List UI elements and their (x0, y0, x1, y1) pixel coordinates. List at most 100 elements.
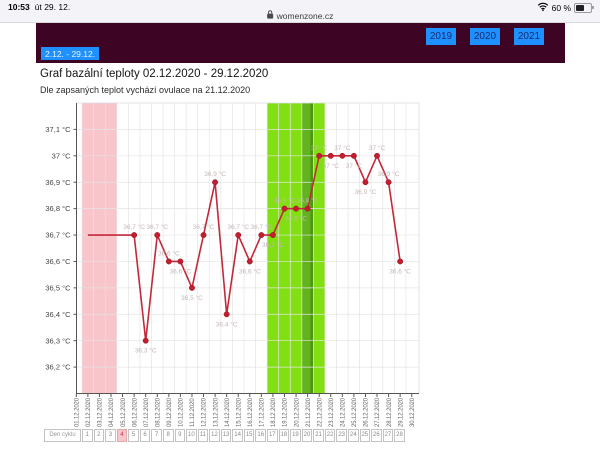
svg-text:13.12.2020: 13.12.2020 (213, 397, 219, 427)
svg-text:04.12.2020: 04.12.2020 (109, 397, 115, 427)
data-point (269, 232, 276, 238)
svg-text:10.12.2020: 10.12.2020 (179, 397, 185, 427)
year-buttons: 2019 2020 2021 (426, 28, 544, 45)
data-point (327, 152, 334, 159)
svg-text:36,6 °C: 36,6 °C (389, 267, 411, 275)
data-point (177, 258, 184, 265)
data-point (316, 152, 323, 159)
year-button-2021[interactable]: 2021 (514, 28, 544, 45)
year-button-2019[interactable]: 2019 (426, 28, 456, 45)
cycle-day-cell: 9 (174, 429, 186, 442)
svg-text:36,3 °C: 36,3 °C (135, 347, 157, 355)
cycle-day-cell: 12 (209, 429, 220, 442)
svg-text:36,6 °C: 36,6 °C (45, 257, 71, 266)
data-point (339, 152, 346, 159)
svg-text:37 °C: 37 °C (369, 144, 386, 152)
cycle-day-cell: 20 (301, 429, 313, 442)
svg-text:03.12.2020: 03.12.2020 (98, 397, 104, 427)
svg-text:20.12.2020: 20.12.2020 (294, 397, 300, 427)
svg-text:17.12.2020: 17.12.2020 (260, 397, 266, 427)
svg-text:09.12.2020: 09.12.2020 (167, 397, 173, 427)
svg-text:37 °C: 37 °C (323, 162, 340, 170)
band-fertile-window (267, 103, 325, 394)
status-right: 60 % (537, 2, 594, 13)
svg-text:37 °C: 37 °C (52, 151, 71, 160)
y-axis-labels: 37,1 °C 37 °C 36,9 °C 36,8 °C 36,7 °C 36,6 °C… (45, 125, 71, 372)
band-ovulation-edge (310, 103, 314, 394)
url-text: womenzone.cz (276, 10, 334, 21)
data-point (131, 232, 138, 238)
cycle-day-cell: 10 (186, 429, 197, 442)
data-point (362, 179, 369, 186)
data-point (165, 258, 172, 265)
svg-text:36,4 °C: 36,4 °C (216, 320, 238, 328)
svg-text:36,6 °C: 36,6 °C (158, 249, 180, 257)
svg-text:11.12.2020: 11.12.2020 (190, 398, 196, 427)
svg-text:36,7 °C: 36,7 °C (45, 231, 71, 240)
svg-text:22.12.2020: 22.12.2020 (317, 397, 323, 427)
svg-text:36,8 °C: 36,8 °C (285, 215, 307, 223)
data-point (246, 258, 253, 265)
data-point (142, 337, 149, 344)
svg-text:36,9 °C: 36,9 °C (378, 170, 400, 178)
data-point (304, 205, 311, 212)
svg-text:21.12.2020: 21.12.2020 (306, 397, 312, 427)
battery-percent: 60 % (551, 2, 571, 13)
data-point (235, 232, 242, 238)
svg-text:14.12.2020: 14.12.2020 (225, 397, 231, 427)
cycle-day-cell: 8 (162, 429, 174, 442)
year-button-2020[interactable]: 2020 (470, 28, 500, 45)
cycle-day-cell: 22 (324, 429, 336, 442)
status-left: 10:53 út 29. 12. (8, 2, 70, 12)
svg-text:19.12.2020: 19.12.2020 (283, 397, 289, 427)
cycle-day-cell: 19 (290, 429, 301, 442)
cycle-day-cell: 25 (359, 429, 371, 442)
svg-text:37 °C: 37 °C (346, 162, 363, 170)
cycle-day-cell: 18 (278, 429, 290, 442)
svg-text:25.12.2020: 25.12.2020 (352, 397, 358, 427)
svg-text:05.12.2020: 05.12.2020 (121, 397, 127, 427)
date-range-button[interactable]: 2.12. - 29.12. (41, 47, 100, 60)
svg-text:18.12.2020: 18.12.2020 (271, 397, 277, 427)
cycle-day-cell: 23 (336, 429, 347, 442)
svg-text:15.12.2020: 15.12.2020 (236, 397, 242, 427)
gridlines (76, 103, 419, 394)
bbt-chart: 37,1 °C 37 °C 36,9 °C 36,8 °C 36,7 °C 36,6 °C… (45, 102, 420, 427)
svg-text:36,4 °C: 36,4 °C (45, 310, 71, 319)
cycle-day-cell: 24 (347, 429, 359, 442)
svg-text:36,9 °C: 36,9 °C (204, 170, 226, 178)
svg-text:36,7 °C: 36,7 °C (123, 223, 145, 231)
svg-text:37,1 °C: 37,1 °C (45, 125, 71, 134)
cycle-day-cell: 7 (151, 429, 162, 442)
data-point (200, 232, 207, 238)
data-point (293, 205, 300, 212)
data-point (154, 232, 161, 238)
data-point (281, 205, 288, 212)
svg-text:36,8 °C: 36,8 °C (274, 197, 296, 205)
wifi-icon (537, 2, 549, 13)
svg-text:07.12.2020: 07.12.2020 (144, 397, 150, 427)
svg-text:36,6 °C: 36,6 °C (239, 267, 261, 275)
chart-title: Graf bazální teploty 02.12.2020 - 29.12.… (40, 68, 269, 80)
svg-text:36,9 °C: 36,9 °C (45, 178, 71, 187)
cycle-day-cell: 1 (82, 429, 93, 442)
address-bar[interactable]: womenzone.cz (267, 10, 334, 21)
cycle-day-cell: 21 (313, 429, 324, 442)
data-point (223, 311, 230, 318)
svg-text:36,8 °C: 36,8 °C (297, 197, 319, 205)
band-ovulation (301, 103, 314, 394)
cycle-day-cell: 15 (243, 429, 255, 442)
svg-text:36,7 °C: 36,7 °C (227, 223, 249, 231)
plot-border (76, 102, 420, 394)
svg-text:02.12.2020: 02.12.2020 (86, 397, 92, 427)
svg-text:01.12.2020: 01.12.2020 (75, 397, 81, 427)
cycle-day-row: Den cyklu 1 2 3 4 5 6 7 8 9 10 11 12 13 14 15 16 17 18 19 2… (44, 429, 406, 442)
data-point (350, 152, 357, 159)
data-point (385, 179, 392, 186)
svg-text:36,8 °C: 36,8 °C (45, 204, 71, 213)
cycle-day-cell: 14 (232, 429, 243, 442)
cycle-day-cell: 17 (267, 429, 278, 442)
highlight-bands (82, 103, 325, 394)
band-menstruation (82, 103, 117, 394)
data-point (212, 179, 219, 186)
